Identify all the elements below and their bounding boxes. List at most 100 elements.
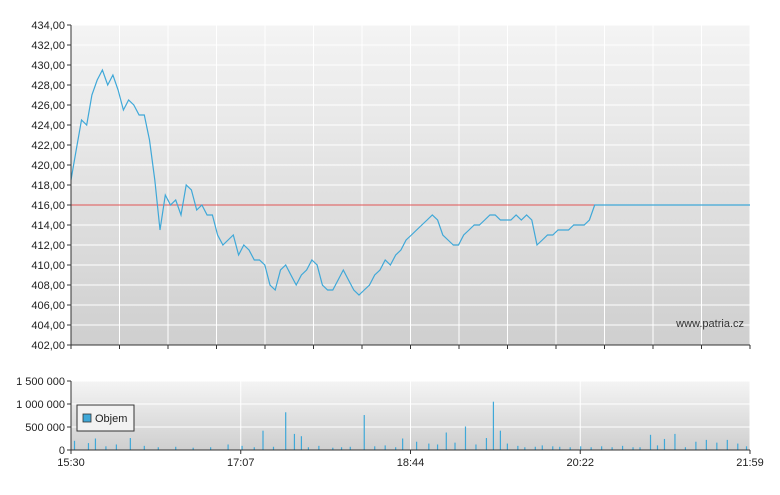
volume-bar [716,442,718,450]
volume-bar [293,433,296,450]
volume-bar [485,438,488,450]
volume-bar [253,447,255,450]
legend-label: Objem [95,413,127,425]
volume-bar [307,447,309,450]
volume-bar [524,447,526,450]
volume-bar [332,447,334,450]
price-y-tick-label: 434,00 [31,20,65,32]
volume-y-tick-label: 0 [59,445,65,457]
volume-bar [272,446,275,450]
price-y-tick-label: 432,00 [31,40,65,52]
volume-x-tick-label: 21:59 [736,457,764,469]
volume-bar [192,447,194,450]
volume-bar [402,438,404,450]
volume-bar [300,436,303,450]
price-y-tick-label: 416,00 [31,200,65,212]
volume-bar [534,446,536,450]
volume-bar [318,445,320,450]
volume-bar [632,447,634,450]
volume-panel: 1 500 000 1 000 000 500 000 015:30 17:07 18:4… [16,376,764,469]
watermark-text: www.patria.cz [675,318,744,330]
volume-bar [705,439,707,450]
volume-bar [737,443,739,450]
volume-bar [726,439,728,450]
volume-bar [569,447,571,450]
volume-bar [492,401,495,450]
volume-bar [611,447,613,450]
volume-y-tick-label: 1 000 000 [16,399,65,411]
volume-bar [115,444,117,450]
volume-bar [684,447,687,450]
volume-bar [428,443,430,450]
volume-bar [656,445,659,450]
volume-bar [517,445,519,450]
volume-bar [285,412,287,450]
volume-bar [552,446,554,450]
volume-x-tick-label: 15:30 [57,457,85,469]
price-y-tick-label: 408,00 [31,280,65,292]
volume-bar [674,433,676,450]
price-y-tick-label: 426,00 [31,100,65,112]
volume-bar [499,430,501,450]
volume-y-tick-label: 500 000 [25,422,65,434]
volume-bar [590,447,592,450]
price-y-tick-label: 420,00 [31,160,65,172]
price-y-tick-label: 410,00 [31,260,65,272]
price-y-tick-label: 404,00 [31,320,65,332]
volume-bar [464,426,467,450]
volume-bar [210,447,212,450]
volume-bar [436,444,439,450]
volume-bar [559,446,561,450]
legend-swatch [82,413,92,423]
volume-bar [349,446,351,450]
volume-bar [639,447,641,450]
volume-bar [663,438,666,450]
volume-bar [695,441,697,450]
volume-bar [87,443,90,450]
volume-bar [416,441,418,450]
volume-x-tick-label: 17:07 [227,457,255,469]
volume-bar [384,445,386,450]
volume-bar [395,447,397,450]
volume-bar [454,442,456,450]
price-y-tick-label: 428,00 [31,80,65,92]
volume-bar [580,446,582,450]
volume-y-tick-label: 1 500 000 [16,376,65,388]
volume-bar [475,444,477,450]
volume-x-tick-label: 20:22 [566,457,594,469]
price-panel: 434,00 432,00 430,00 428,00 426,00 424,00 422,… [31,20,751,352]
volume-bar [157,447,159,450]
volume-bar [601,446,603,450]
volume-bar [506,443,508,450]
volume-bar [105,446,107,450]
volume-bar [445,432,447,450]
price-y-tick-label: 424,00 [31,120,65,132]
volume-bar [175,446,177,450]
volume-bar [541,445,543,450]
volume-bar [649,434,652,450]
price-y-tick-label: 402,00 [31,340,65,352]
volume-bar [262,430,264,450]
price-y-tick-label: 412,00 [31,240,65,252]
volume-bar [745,446,748,450]
volume-bar [129,438,131,450]
volume-bar [621,445,624,450]
price-y-tick-label: 406,00 [31,300,65,312]
price-y-tick-label: 422,00 [31,140,65,152]
volume-bar [374,446,376,450]
price-y-tick-label: 418,00 [31,180,65,192]
price-y-tick-label: 430,00 [31,60,65,72]
price-series-line [70,68,750,296]
volume-bar [73,440,76,450]
volume-bar [340,447,343,450]
price-y-tick-label: 414,00 [31,220,65,232]
volume-x-tick-label: 18:44 [397,457,425,469]
volume-bar [241,445,243,450]
volume-bar [363,415,365,450]
volume-bar [143,445,145,450]
volume-legend: Objem [76,404,135,432]
volume-bar [94,438,97,450]
volume-bar [227,444,229,450]
